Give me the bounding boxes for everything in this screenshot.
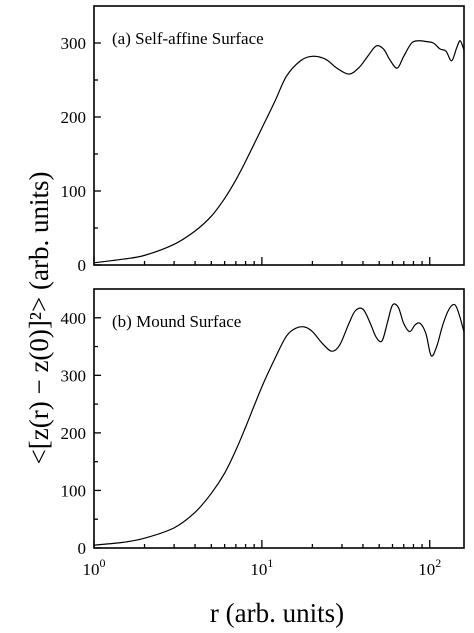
series-line xyxy=(93,40,465,264)
y-tick-label: 0 xyxy=(78,256,87,275)
panel-label: (b) Mound Surface xyxy=(112,312,241,331)
plot-frame xyxy=(93,288,465,549)
y-tick-label: 100 xyxy=(61,481,87,500)
x-axis-label: r (arb. units) xyxy=(210,598,344,628)
y-tick-label: 200 xyxy=(61,108,87,127)
y-tick-label: 200 xyxy=(61,424,87,443)
y-tick-label: 100 xyxy=(61,182,87,201)
series-line xyxy=(93,303,465,546)
x-tick-label: 101 xyxy=(250,556,273,579)
y-tick-label: 300 xyxy=(61,366,87,385)
y-axis-label: <[z(r) − z(0)]²> (arb. units) xyxy=(24,172,54,465)
panel-label: (a) Self-affine Surface xyxy=(112,29,264,48)
panel-a: 0 100 200 300 (a) Self-affine Surface xyxy=(61,5,465,275)
y-tick-label: 400 xyxy=(61,309,87,328)
y-tick-label: 300 xyxy=(61,34,87,53)
x-tick-label: 102 xyxy=(418,556,441,579)
y-tick-label: 0 xyxy=(78,539,87,558)
x-tick-label: 100 xyxy=(83,556,106,579)
plot-frame xyxy=(93,5,465,266)
